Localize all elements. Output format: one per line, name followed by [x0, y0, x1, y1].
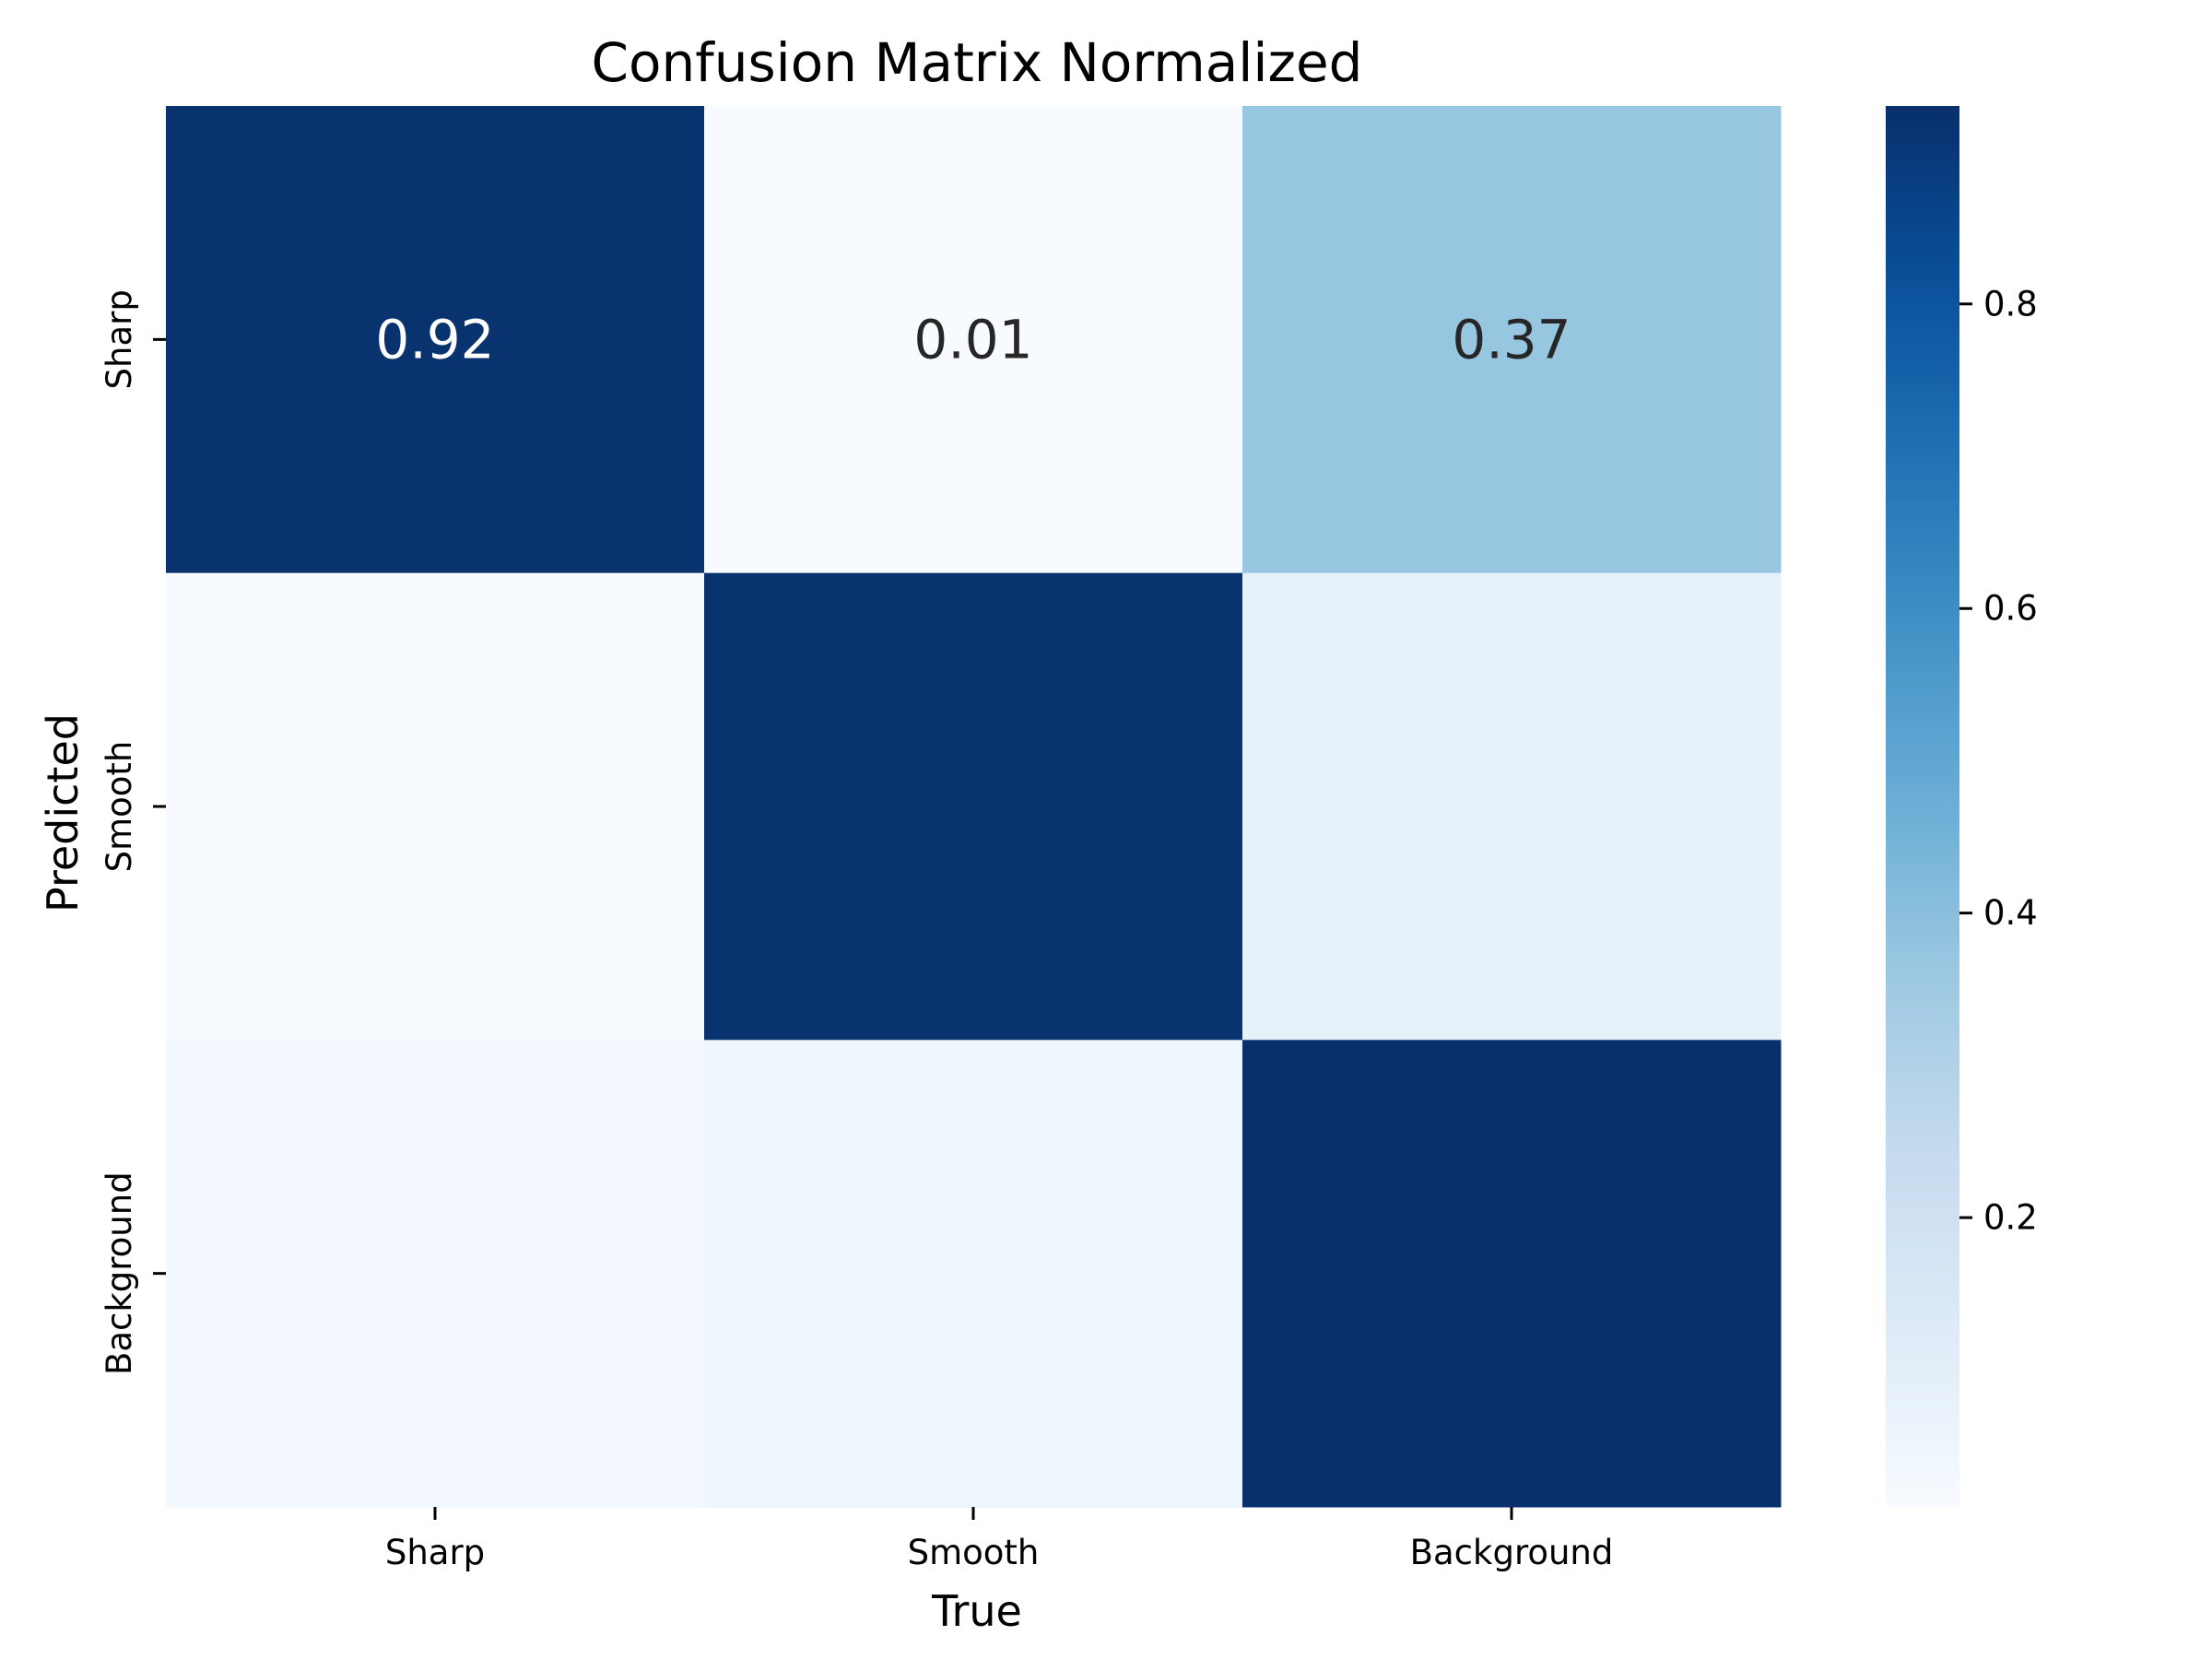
heatmap-cell	[166, 106, 705, 574]
x-tick-label: Sharp	[385, 1533, 485, 1572]
x-tick-label: Background	[1410, 1533, 1614, 1572]
x-tick-label: Smooth	[908, 1533, 1040, 1572]
colorbar-tick-label: 0.8	[1983, 284, 2038, 324]
cell-value-label: 0.37	[1452, 308, 1571, 371]
x-axis-ticks: Sharp Smooth Background	[385, 1507, 1614, 1572]
y-axis-ticks: Sharp Smooth Background	[100, 289, 166, 1375]
colorbar-tick-label: 0.6	[1983, 589, 2038, 629]
colorbar	[1886, 106, 1959, 1507]
heatmap-cell	[166, 572, 705, 1041]
colorbar-tick-label: 0.4	[1983, 893, 2038, 933]
y-tick-label: Sharp	[100, 289, 139, 389]
cell-value-label: 0.92	[375, 308, 494, 371]
heatmap-cell	[1242, 1040, 1782, 1508]
y-tick-label: Background	[100, 1171, 139, 1375]
chart-title: Confusion Matrix Normalized	[592, 31, 1363, 94]
colorbar-ticks: 0.2 0.4 0.6 0.8	[1959, 284, 2038, 1238]
heatmap-cell	[166, 1040, 705, 1508]
heatmap-cell-labels: 0.92 0.01 0.37	[375, 308, 1571, 371]
cell-value-label: 0.01	[913, 308, 1032, 371]
heatmap-cell	[704, 1040, 1243, 1508]
y-axis-label: Predicted	[38, 713, 88, 912]
heatmap-cell	[704, 106, 1243, 574]
heatmap-cell	[704, 572, 1243, 1041]
heatmap-cells	[166, 106, 1782, 1508]
y-tick-label: Smooth	[100, 741, 139, 873]
heatmap-cell	[1242, 106, 1782, 574]
heatmap-cell	[1242, 572, 1782, 1041]
colorbar-tick-label: 0.2	[1983, 1198, 2038, 1238]
x-axis-label: True	[931, 1586, 1022, 1636]
